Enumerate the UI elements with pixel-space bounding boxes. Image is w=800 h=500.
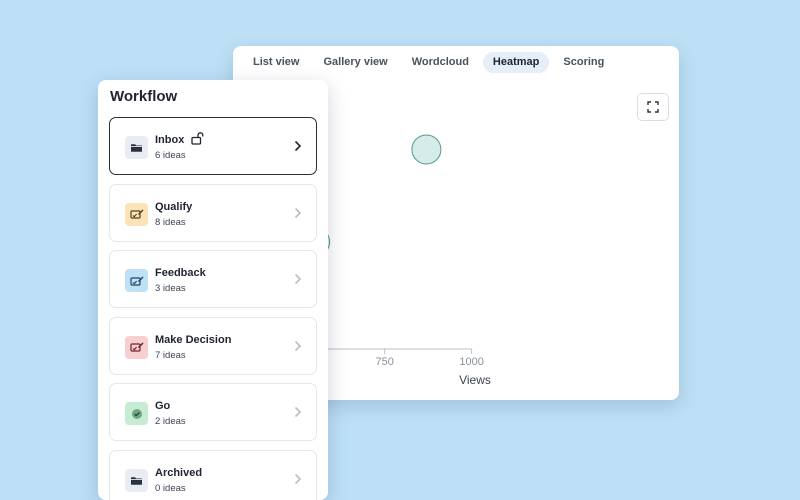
stage-idea-count: 0 ideas [155, 483, 186, 494]
stage-card[interactable]: Qualify 8 ideas [109, 184, 317, 242]
stage-name: Qualify [155, 201, 192, 213]
stage-name: Go [155, 400, 170, 412]
chevron-right-icon [294, 340, 302, 352]
stage-idea-count: 3 ideas [155, 283, 186, 294]
chevron-right-icon [294, 207, 302, 219]
chevron-right-icon [294, 273, 302, 285]
stage-name: Feedback [155, 267, 206, 279]
stage-name: Archived [155, 467, 202, 479]
stage-card[interactable]: Inbox 6 ideas [109, 117, 317, 175]
check-badge-icon [125, 402, 148, 425]
stage-idea-count: 2 ideas [155, 416, 186, 427]
x-tick-label: 1000 [459, 356, 483, 368]
stage-name: Make Decision [155, 334, 231, 346]
folder-icon [125, 469, 148, 492]
stage-idea-count: 6 ideas [155, 150, 186, 161]
folder-icon [125, 136, 148, 159]
stage-idea-count: 8 ideas [155, 217, 186, 228]
workflow-panel: Workflow Inbox 6 ideas Qualify 8 ideas Feedb… [98, 80, 328, 500]
stage-card[interactable]: Make Decision 7 ideas [109, 317, 317, 375]
edit-check-icon [125, 203, 148, 226]
workflow-title: Workflow [110, 88, 177, 105]
chevron-right-icon [294, 140, 302, 152]
chevron-right-icon [294, 406, 302, 418]
edit-check-icon [125, 336, 148, 359]
stage-card[interactable]: Go 2 ideas [109, 383, 317, 441]
data-point [412, 135, 441, 164]
x-tick-label: 750 [376, 356, 394, 368]
x-axis-label: Views [459, 373, 491, 387]
stage-card[interactable]: Archived 0 ideas [109, 450, 317, 500]
chevron-right-icon [294, 473, 302, 485]
stage-name: Inbox [155, 134, 184, 146]
stage-idea-count: 7 ideas [155, 350, 186, 361]
stage-card[interactable]: Feedback 3 ideas [109, 250, 317, 308]
unlock-icon [191, 132, 205, 145]
edit-check-icon [125, 269, 148, 292]
